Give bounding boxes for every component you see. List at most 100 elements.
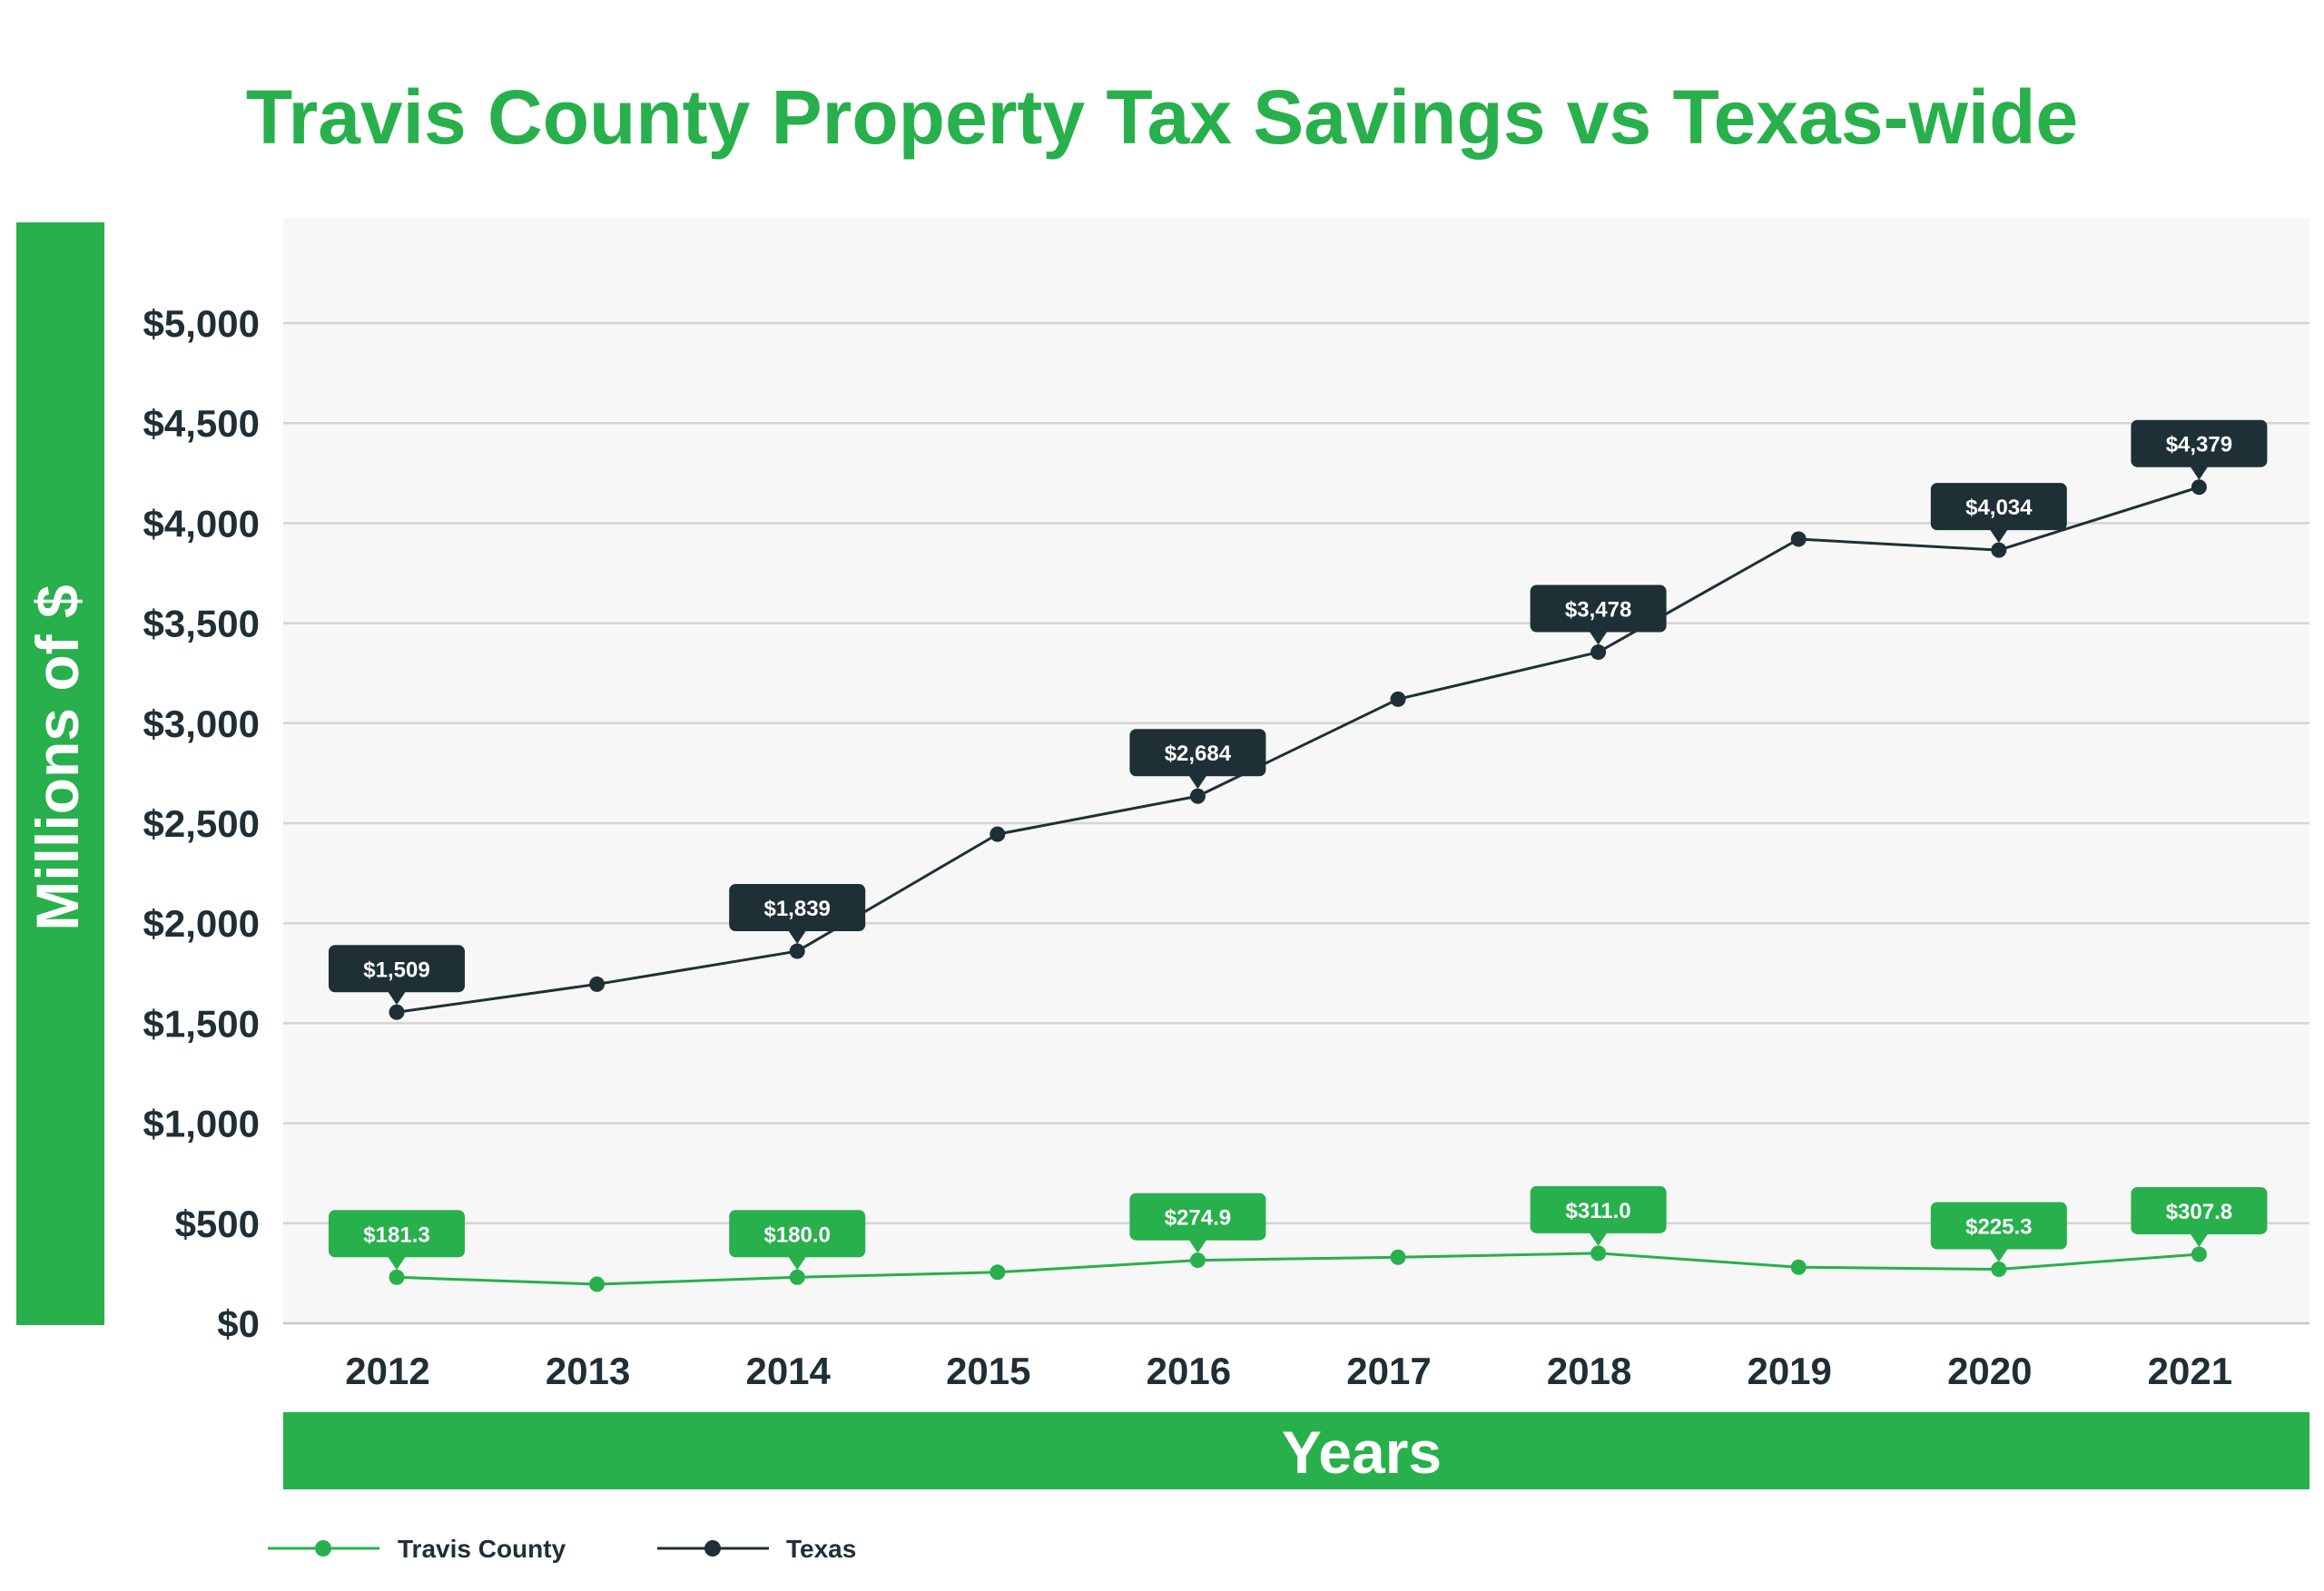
data-label-pointer <box>788 1256 807 1271</box>
legend: Travis County Texas <box>268 1535 856 1563</box>
data-label-pointer <box>788 930 807 945</box>
data-label-travis-county: $311.0 <box>1530 1185 1667 1246</box>
data-label-travis-county: $307.8 <box>2131 1186 2268 1247</box>
y-tick-label: $0 <box>217 1302 260 1345</box>
x-axis-title: Years <box>1282 1419 1442 1486</box>
x-tick-label: 2013 <box>546 1350 630 1392</box>
data-label-pointer <box>2190 466 2209 480</box>
data-point-texas <box>1590 644 1607 661</box>
data-point-texas <box>1991 542 2007 558</box>
legend-item-texas: Texas <box>657 1535 856 1563</box>
data-label-pointer <box>1188 1239 1207 1253</box>
data-label-text: $181.3 <box>363 1223 429 1247</box>
x-tick-label: 2012 <box>345 1350 429 1392</box>
data-label-text: $225.3 <box>1965 1214 2032 1239</box>
series-travis-county <box>389 1245 2207 1292</box>
data-point-travis-county <box>589 1276 606 1292</box>
data-label-texas: $3,478 <box>1530 584 1667 645</box>
y-tick-label: $3,000 <box>143 702 260 745</box>
data-point-travis-county <box>1991 1261 2007 1277</box>
data-label-texas: $2,684 <box>1129 729 1266 790</box>
data-label-box <box>329 1210 465 1258</box>
data-label-pointer <box>1589 1232 1608 1246</box>
data-label-pointer <box>2190 1233 2209 1247</box>
data-point-texas <box>2191 479 2207 496</box>
y-tick-label: $1,500 <box>143 1002 260 1045</box>
data-point-texas <box>1390 691 1406 707</box>
data-label-pointer <box>1188 775 1207 790</box>
data-label-box <box>1129 729 1266 777</box>
data-point-travis-county <box>1390 1249 1406 1265</box>
x-tick-label: 2021 <box>2148 1350 2232 1392</box>
data-label-pointer <box>1589 631 1608 645</box>
x-tick-label: 2014 <box>745 1350 831 1392</box>
series <box>389 479 2207 1292</box>
data-label-box <box>1530 1185 1667 1233</box>
data-label-pointer <box>388 1256 406 1271</box>
data-label-travis-county: $181.3 <box>329 1210 465 1271</box>
y-tick-label: $1,000 <box>143 1103 260 1145</box>
x-tick-label: 2019 <box>1747 1350 1831 1392</box>
data-label-texas: $4,034 <box>1930 483 2067 544</box>
data-point-travis-county <box>1590 1245 1607 1262</box>
data-label-text: $311.0 <box>1566 1199 1631 1223</box>
x-tick-label: 2015 <box>946 1350 1030 1392</box>
data-label-text: $180.0 <box>763 1223 830 1247</box>
legend-label-travis-county: Travis County <box>398 1535 566 1563</box>
series-line-travis-county <box>396 1252 2200 1286</box>
data-label-box <box>1930 483 2067 531</box>
data-point-texas <box>789 943 805 959</box>
data-label-box <box>1530 584 1667 633</box>
data-point-travis-county <box>1790 1259 1807 1275</box>
data-label-pointer <box>388 991 406 1006</box>
x-tick-label: 2020 <box>1947 1350 2032 1392</box>
y-axis-title-bar: Millions of $ <box>16 222 104 1325</box>
data-label-pointer <box>1989 1248 2008 1262</box>
data-label-text: $3,478 <box>1565 598 1631 623</box>
x-axis-ticks: 2012 2013 2014 2015 2016 2017 2018 2019 2020 2021 <box>345 1350 2232 1392</box>
data-label-box <box>729 884 866 932</box>
x-axis-title-bar: Years <box>283 1412 2309 1489</box>
data-label-pointer <box>1989 529 2008 544</box>
data-label-texas: $1,509 <box>329 945 465 1006</box>
data-labels: $181.3 $180.0 $274.9 $311.0 $225.3 $307.8 $1,5… <box>329 419 2268 1271</box>
y-tick-label: $500 <box>175 1203 260 1245</box>
data-label-travis-county: $225.3 <box>1930 1202 2067 1262</box>
data-label-box <box>1930 1202 2067 1250</box>
data-point-texas <box>589 976 606 992</box>
data-label-text: $1,839 <box>763 897 830 921</box>
y-tick-label: $2,000 <box>143 902 260 945</box>
data-label-box <box>1129 1193 1266 1241</box>
data-point-travis-county <box>389 1269 405 1285</box>
data-label-box <box>2131 1186 2268 1234</box>
data-label-text: $4,034 <box>1965 496 2033 520</box>
data-point-travis-county <box>990 1264 1006 1281</box>
data-label-text: $2,684 <box>1165 741 1232 766</box>
x-tick-label: 2018 <box>1547 1350 1631 1392</box>
data-label-texas: $4,379 <box>2131 419 2268 480</box>
data-label-text: $4,379 <box>2166 433 2232 457</box>
data-label-travis-county: $274.9 <box>1129 1193 1266 1253</box>
series-texas <box>389 479 2207 1020</box>
gridlines <box>283 321 2309 1325</box>
series-line-texas <box>396 486 2200 1014</box>
data-point-travis-county <box>789 1269 805 1285</box>
y-tick-label: $5,000 <box>143 302 260 345</box>
data-label-box <box>729 1210 866 1258</box>
data-label-travis-county: $180.0 <box>729 1210 866 1271</box>
y-tick-label: $4,500 <box>143 402 260 445</box>
chart-title: Travis County Property Tax Savings vs Te… <box>246 74 2078 160</box>
data-point-travis-county <box>2191 1246 2207 1262</box>
y-axis-title: Millions of $ <box>24 584 91 930</box>
y-axis-ticks: $0 $500 $1,000 $1,500 $2,000 $2,500 $3,000 $3,5… <box>143 302 260 1345</box>
x-tick-label: 2016 <box>1147 1350 1231 1392</box>
data-label-text: $274.9 <box>1165 1206 1231 1231</box>
plot-area <box>283 218 2309 1325</box>
data-label-texas: $1,839 <box>729 884 866 945</box>
y-tick-label: $3,500 <box>143 603 260 645</box>
legend-label-texas: Texas <box>786 1535 856 1563</box>
data-point-travis-county <box>1189 1252 1206 1269</box>
data-label-text: $307.8 <box>2166 1200 2232 1224</box>
data-label-text: $1,509 <box>363 958 429 982</box>
